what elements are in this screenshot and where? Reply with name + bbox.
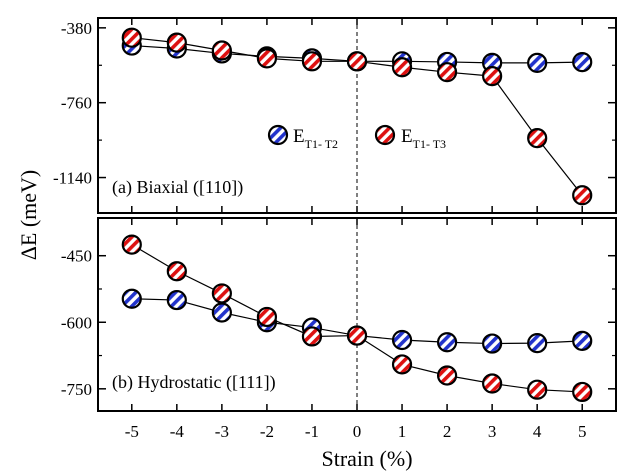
panel-a-point-red [166, 32, 187, 53]
x-tick-label: 1 [398, 422, 407, 441]
panel-a-point-red [572, 185, 593, 206]
legend-label-red: ET1- T3 [401, 126, 446, 151]
panel-b-point-blue [166, 289, 187, 311]
panel-b-point-red [256, 306, 278, 328]
panel-a-ytick-label: -760 [61, 94, 92, 113]
panel-b-point-blue [391, 329, 413, 351]
panel-b-point-blue [436, 332, 458, 353]
panel-a-point-red [121, 27, 142, 48]
panel-b-label: (b) Hydrostatic ([111]) [112, 372, 276, 393]
panel-a-point-red [482, 66, 503, 87]
panel-a-ytick-label: -380 [61, 19, 92, 38]
x-tick-label: 3 [488, 422, 497, 441]
panel-a-point-red [346, 51, 368, 72]
legend-label-blue: ET1- T2 [293, 126, 338, 151]
legend-marker-blue-icon [267, 124, 289, 146]
legend-marker-blue [267, 124, 289, 146]
panel-a-point-blue [527, 52, 548, 74]
x-tick-label: -2 [260, 422, 274, 441]
x-tick-label: -5 [125, 422, 139, 441]
legend-label-blue-sub: T1- T2 [305, 137, 338, 151]
panel-b-point-red [391, 354, 413, 375]
panel-b-point-blue [121, 288, 142, 309]
panel-b: -450 -600 -750 (b) Hydrostatic ([111]) [61, 217, 617, 412]
panel-b-ytick-label: -600 [61, 313, 92, 332]
panel-b-ytick-label: -450 [61, 247, 92, 266]
panel-a-ytick-label: -1140 [53, 169, 92, 188]
x-tick-label: 4 [533, 422, 542, 441]
panel-b-point-red [572, 381, 593, 403]
panel-b-ytick-label: -750 [61, 380, 92, 399]
panel-a-point-red [391, 57, 413, 78]
panel-b-point-red [121, 234, 142, 255]
panel-b-point-blue [572, 330, 593, 351]
x-tick-label: -1 [305, 422, 319, 441]
panel-a-point-red [436, 62, 458, 83]
panel-a-point-blue [572, 52, 593, 73]
legend-label-blue-main: E [293, 126, 305, 147]
panel-a-point-red [527, 128, 548, 149]
panel-b-point-red [301, 326, 323, 347]
panel-a-point-red [301, 51, 323, 72]
x-tick-label: 2 [443, 422, 452, 441]
panel-b-point-red [346, 325, 368, 346]
panel-b-point-red [166, 261, 187, 282]
x-tick-label: -3 [215, 422, 229, 441]
panel-a: -380-760-1140 (a) Biaxial ([110]) ET1- T… [53, 17, 617, 214]
legend-label-red-sub: T1- T3 [413, 137, 446, 151]
legend-marker-red [374, 124, 396, 146]
panel-a-label: (a) Biaxial ([110]) [112, 177, 243, 198]
x-tick-label: -4 [170, 422, 185, 441]
legend-label-red-main: E [401, 126, 413, 147]
panel-a-point-red [256, 48, 278, 69]
x-tick-label: 5 [578, 422, 587, 441]
x-tick-label: 0 [353, 422, 362, 441]
panel-a-plot: -380 -760 -1140 [53, 18, 616, 213]
panel-b-point-blue [527, 333, 548, 354]
legend: ET1- T2 ET1- T3 [267, 124, 446, 151]
panel-b-plot: -450 -600 -750 [61, 218, 616, 411]
legend-marker-red-icon [374, 124, 396, 146]
panel-b-point-red [211, 283, 232, 304]
x-axis-title: Strain (%) [321, 446, 412, 471]
x-axis: -5 -4 -3 -2 -1 0 1 2 3 4 5 [125, 422, 587, 441]
panel-b-point-red [527, 379, 548, 400]
y-axis-title: ΔE (meV) [16, 170, 41, 261]
panel-b-point-red [482, 373, 503, 394]
panel-b-point-blue [211, 302, 232, 323]
panel-a-point-red [211, 40, 232, 61]
panel-b-point-blue [482, 333, 503, 354]
panel-b-point-red [436, 365, 458, 386]
